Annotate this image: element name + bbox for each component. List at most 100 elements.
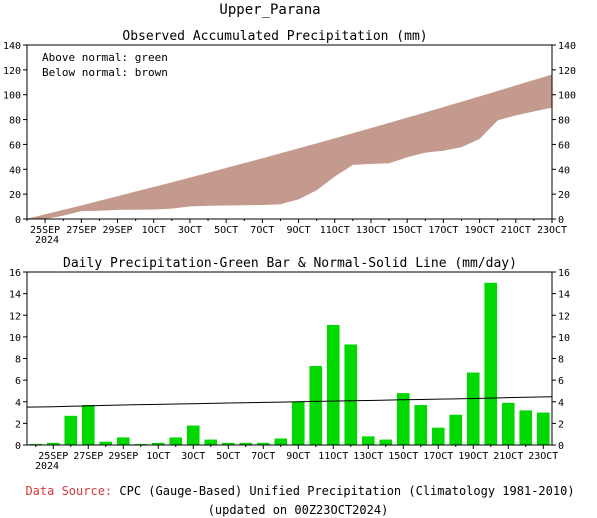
accumulated-difference-band <box>225 163 245 206</box>
accumulated-difference-band <box>99 196 118 211</box>
accumulated-xtick-label: 9OCT <box>287 225 311 236</box>
daily-bar <box>151 442 165 445</box>
legend-line-above: Above normal: green <box>42 51 168 64</box>
daily-bar <box>449 414 463 445</box>
daily-xtick-label: 13OCT <box>353 451 383 462</box>
accumulated-xtick-label: 13OCT <box>356 225 386 236</box>
accumulated-ytick-right-label: 40 <box>558 165 570 176</box>
accumulated-xtick-label: 27SEP <box>66 225 96 236</box>
daily-bar <box>466 372 480 445</box>
daily-ytick-right-label: 12 <box>558 311 570 322</box>
accumulated-difference-band <box>298 143 317 200</box>
daily-bar <box>274 438 288 445</box>
accumulated-ytick-right-label: 100 <box>558 91 576 102</box>
accumulated-ytick-left-label: 120 <box>3 66 21 77</box>
daily-ytick-right-label: 6 <box>558 376 564 387</box>
accumulated-difference-band <box>26 214 46 220</box>
accumulated-difference-band <box>515 79 535 116</box>
accumulated-ytick-left-label: 20 <box>9 190 21 201</box>
daily-y-axis: 0 0 2 2 4 4 6 6 8 8 10 10 12 12 14 14 16 16 <box>9 268 570 452</box>
accumulated-plot-area <box>26 74 553 220</box>
accumulated-difference-band <box>207 167 227 206</box>
accumulated-ytick-right-label: 80 <box>558 116 570 127</box>
accumulated-ytick-left-label: 100 <box>3 91 21 102</box>
accumulated-y-axis: 0 0 20 20 40 40 60 60 80 80 100 100 120 120 140 140 <box>3 41 576 226</box>
accumulated-xtick-label: 25SEP <box>30 225 60 236</box>
accumulated-difference-band <box>81 200 100 212</box>
daily-chart-title: Daily Precipitation-Green Bar & Normal-S… <box>63 256 517 271</box>
daily-xtick-label: 5OCT <box>216 451 240 462</box>
accumulated-xtick-label: 15OCT <box>392 225 422 236</box>
accumulated-chart: Observed Accumulated Precipitation (mm) … <box>3 29 576 246</box>
daily-ytick-left-label: 0 <box>15 441 21 452</box>
daily-bar <box>81 404 95 445</box>
accumulated-xtick-label: 29SEP <box>102 225 132 236</box>
accumulated-difference-band <box>406 112 426 158</box>
daily-ytick-right-label: 10 <box>558 333 570 344</box>
daily-year-label: 2024 <box>35 461 59 472</box>
daily-bar <box>536 412 550 445</box>
daily-chart: Daily Precipitation-Green Bar & Normal-S… <box>9 256 570 472</box>
daily-bar <box>519 410 533 445</box>
daily-bar <box>379 439 393 445</box>
accumulated-xtick-label: 3OCT <box>178 225 202 236</box>
daily-bar <box>326 324 340 445</box>
accumulated-x-axis: 25SEP 27SEP 29SEP 1OCT 3OCT 5OCT 7OCT 9OCT 11OCT… <box>26 219 567 236</box>
daily-xtick-label: 11OCT <box>318 451 348 462</box>
daily-bar <box>361 436 375 445</box>
daily-bar <box>344 344 358 445</box>
daily-xtick-label: 9OCT <box>286 451 310 462</box>
daily-ytick-right-label: 8 <box>558 355 564 366</box>
accumulated-ytick-left-label: 140 <box>3 41 21 52</box>
accumulated-ytick-right-label: 140 <box>558 41 576 52</box>
accumulated-ytick-left-label: 80 <box>9 116 21 127</box>
accumulated-ytick-left-label: 60 <box>9 140 21 151</box>
accumulated-difference-band <box>388 117 408 164</box>
accumulated-difference-band <box>171 177 191 209</box>
accumulated-ytick-left-label: 40 <box>9 165 21 176</box>
daily-bar <box>291 401 305 445</box>
accumulated-ytick-right-label: 60 <box>558 140 570 151</box>
data-source-text: CPC (Gauge-Based) Unified Precipitation … <box>119 484 574 498</box>
daily-bar <box>256 442 270 445</box>
accumulated-xtick-label: 5OCT <box>214 225 238 236</box>
accumulated-xtick-label: 11OCT <box>320 225 350 236</box>
daily-xtick-label: 15OCT <box>388 451 418 462</box>
accumulated-difference-band <box>316 138 336 191</box>
daily-xtick-label: 3OCT <box>181 451 205 462</box>
daily-xtick-label: 19OCT <box>458 451 488 462</box>
daily-ytick-right-label: 16 <box>558 268 570 279</box>
accumulated-difference-band <box>62 205 82 216</box>
daily-bar <box>204 439 218 445</box>
daily-bar <box>99 441 113 445</box>
accumulated-difference-band <box>497 85 517 121</box>
daily-xtick-label: 1OCT <box>146 451 170 462</box>
daily-bar <box>116 437 130 445</box>
accumulated-ytick-right-label: 0 <box>558 215 564 226</box>
daily-xtick-label: 29SEP <box>108 451 138 462</box>
accumulated-difference-band <box>479 90 498 140</box>
daily-bar <box>169 437 183 445</box>
data-source-label: Data Source: <box>25 484 112 498</box>
daily-bar <box>431 427 445 445</box>
accumulated-difference-band <box>370 122 390 164</box>
accumulated-xtick-label: 7OCT <box>250 225 274 236</box>
accumulated-difference-band <box>280 148 299 205</box>
daily-ytick-left-label: 16 <box>9 268 21 279</box>
accumulated-ytick-right-label: 120 <box>558 66 576 77</box>
daily-ytick-left-label: 2 <box>15 419 21 430</box>
accumulated-xtick-label: 21OCT <box>501 225 531 236</box>
accumulated-xtick-label: 1OCT <box>142 225 166 236</box>
accumulated-difference-band <box>153 182 173 210</box>
accumulated-ytick-right-label: 20 <box>558 190 570 201</box>
accumulated-difference-band <box>424 106 444 153</box>
daily-ytick-left-label: 12 <box>9 311 21 322</box>
accumulated-difference-band <box>189 172 209 207</box>
daily-x-axis: 25SEP 27SEP 29SEP 1OCT 3OCT 5OCT 7OCT 9OCT 11OCT… <box>35 445 558 462</box>
accumulated-difference-band <box>135 186 155 210</box>
accumulated-difference-band <box>443 101 462 151</box>
daily-ytick-left-label: 4 <box>15 398 21 409</box>
accumulated-xtick-label: 23OCT <box>537 225 567 236</box>
daily-ytick-right-label: 2 <box>558 419 564 430</box>
